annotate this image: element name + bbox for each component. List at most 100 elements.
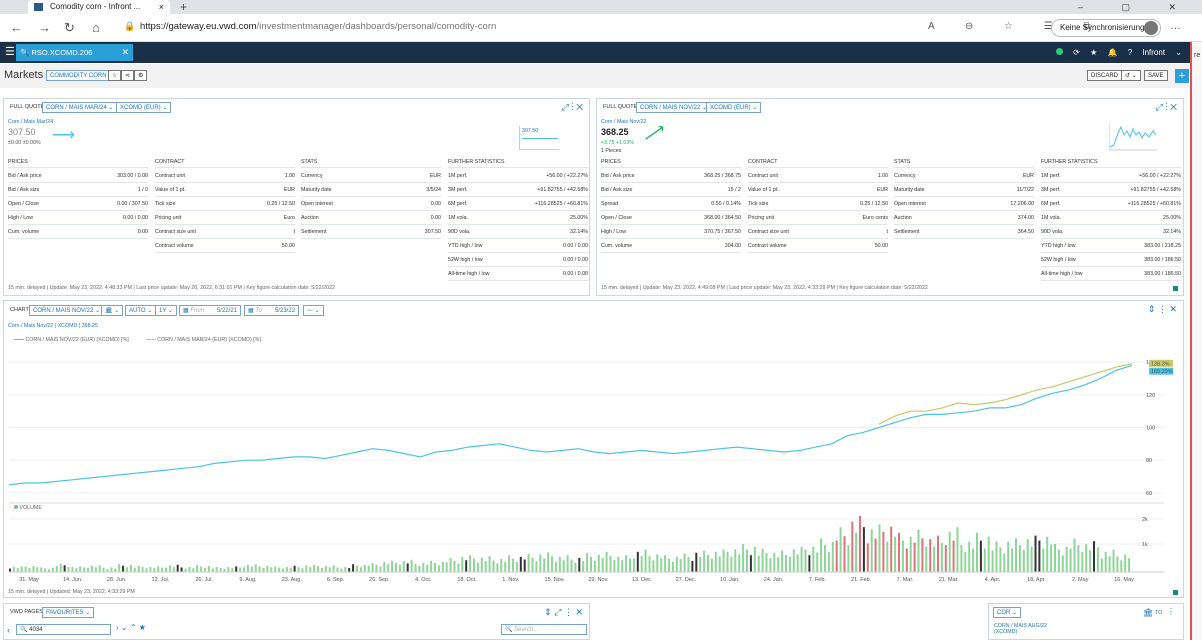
volume-bar <box>106 569 109 572</box>
volume-bar <box>465 560 468 572</box>
scale-select[interactable]: AUTO ⌄ <box>125 305 157 316</box>
volume-bar <box>999 547 1002 572</box>
period-select[interactable]: 1Y ⌄ <box>155 305 177 316</box>
menu-icon[interactable]: ☰ <box>5 46 15 58</box>
volume-bar <box>1112 549 1115 572</box>
text-search-input[interactable]: 🔍 Search... <box>501 624 587 635</box>
instrument-select[interactable]: COR ⌄ <box>993 607 1022 618</box>
instrument-select[interactable]: CORN / MAIS NOV/22 ⌄ <box>636 102 712 113</box>
prices-label: Open / Close <box>601 215 632 221</box>
x-tick-label: 20. Sep. <box>369 577 390 583</box>
star-icon[interactable]: ★ <box>1090 48 1098 57</box>
volume-bar <box>593 560 596 572</box>
settings-icon[interactable]: ⚙ <box>134 70 148 81</box>
volume-bar <box>157 566 160 572</box>
prices-title: PRICES <box>8 159 28 165</box>
lock-icon[interactable]: 🔒 <box>124 21 136 31</box>
more-vertical-icon: ⋮ <box>1157 304 1167 314</box>
further-statistics-value: 383.00 / 186.50 <box>1144 257 1181 263</box>
full-quote-panel-right: FULL QUOTE CORN / MAIS NOV/22 ⌄ XCOMD (E… <box>596 98 1184 296</box>
commodity-select[interactable]: COMMODITY CORN ⌄ <box>46 70 118 81</box>
volume-bar <box>734 549 737 572</box>
chart-type-select[interactable]: 🏛 ⌄ <box>101 305 124 316</box>
chevron-left-icon[interactable]: ‹ <box>7 625 10 635</box>
panel-label: FULL QUOTE <box>603 104 638 110</box>
volume-bar <box>122 565 125 572</box>
volume-bar <box>410 559 413 572</box>
exchange-select[interactable]: XCOMD (EUR) ⌄ <box>706 102 762 113</box>
indicator-select[interactable]: ⁓ ⌄ <box>303 305 324 316</box>
new-tab-button[interactable]: + <box>180 0 188 14</box>
help-icon[interactable]: ? <box>1127 48 1133 57</box>
volume-bar <box>730 556 733 572</box>
chevron-down-icon[interactable]: ⌄ <box>1175 48 1182 57</box>
page-search-input[interactable]: 🔍 4034 <box>16 624 111 635</box>
volume-bar <box>812 546 815 572</box>
search-icon: 🔍 <box>505 627 513 633</box>
instrument-select[interactable]: CORN / MAIS NOV/22 ⌄ <box>29 305 105 316</box>
volume-bar <box>254 564 257 572</box>
forward-icon[interactable]: → <box>38 20 51 35</box>
volume-bar <box>102 568 105 572</box>
to-date-input[interactable]: ▦ To 5/23/22 <box>244 305 299 316</box>
volume-bar <box>625 555 628 572</box>
drag-icon: ⇕ <box>1147 304 1156 314</box>
x-tick-label: 12. Jul. <box>152 577 170 583</box>
calendar-icon: ▦ <box>248 308 254 314</box>
save-button[interactable]: SAVE <box>1144 70 1168 81</box>
volume-bar <box>859 516 861 572</box>
refresh-icon[interactable]: ↻ <box>64 20 75 35</box>
resize-handle-icon[interactable] <box>1173 286 1178 291</box>
close-tab-icon[interactable]: × <box>158 2 164 12</box>
share-icon[interactable]: ⋖ <box>121 70 135 81</box>
volume-bar <box>995 541 998 572</box>
stats-label: Settlement <box>301 229 327 235</box>
back-icon[interactable]: ← <box>10 20 23 35</box>
panel-actions[interactable]: ⇕ ⋮ ✕ <box>1148 304 1177 315</box>
clear-search-icon[interactable]: ✕ <box>121 47 129 57</box>
sync-icon[interactable]: ⟳ <box>1073 48 1080 57</box>
more-vertical-icon[interactable]: ⋮ <box>1167 607 1175 616</box>
volume-bar <box>83 567 86 572</box>
more-icon[interactable]: … <box>1170 20 1181 32</box>
volume-bar <box>773 552 776 572</box>
sync-button[interactable]: Keine Synchronisierung <box>1051 19 1161 37</box>
page-nav-icons[interactable]: › ⌄ ⌃ ★ <box>116 623 146 632</box>
from-date-input[interactable]: ▦ From 5/22/21 <box>179 305 241 316</box>
x-tick-label: 4. Apr. <box>985 577 1001 583</box>
volume-bar <box>110 567 113 572</box>
history-icon[interactable]: ↺ ⌄ <box>1121 70 1141 81</box>
add-widget-button[interactable]: + <box>1175 69 1189 83</box>
stats-label: Open interest <box>301 201 333 207</box>
volume-bar <box>200 566 203 572</box>
browser-tab[interactable]: Comodity corn - Infront ... × <box>28 0 170 14</box>
alert-icon[interactable]: 🔔 <box>1107 48 1118 57</box>
discard-button[interactable]: DISCARD <box>1087 70 1123 81</box>
volume-bar <box>1096 547 1099 572</box>
stats-label: Auction <box>301 215 319 221</box>
window-controls[interactable]: – ▢ ✕ <box>1077 2 1194 12</box>
exchange-select[interactable]: XCOMD (EUR) ⌄ <box>116 102 172 113</box>
panel-actions[interactable]: ⤢ ⋮ ✕ <box>562 102 583 113</box>
home-icon[interactable]: ⌂ <box>92 20 100 35</box>
volume-bar <box>395 563 397 572</box>
panel-actions[interactable]: ⤢ ⋮ ✕ <box>1156 102 1177 113</box>
instrument-search-input[interactable]: 🔍 RSO.XCOMD.206 ✕ <box>16 44 133 61</box>
volume-bar <box>621 560 624 572</box>
search-icon: 🔍 <box>20 48 30 57</box>
url-field[interactable]: https://gateway.eu.vwd.com/investmentman… <box>140 21 497 32</box>
volume-bar <box>356 565 358 572</box>
volume-bar <box>274 566 277 572</box>
instrument-select[interactable]: CORN / MAIS MAR/24 ⌄ <box>42 102 118 113</box>
resize-handle-icon[interactable] <box>1173 590 1178 595</box>
favourite-icon[interactable]: ☆ <box>108 70 122 81</box>
favourites-select[interactable]: FAVOURITES ⌄ <box>42 607 95 618</box>
panel-actions[interactable]: ⇕ ⤢ ⋮ ✕ <box>544 607 583 618</box>
volume-bar <box>796 554 799 572</box>
prices-label: High / Low <box>601 229 627 235</box>
bank-icon[interactable]: 🏛 <box>1143 608 1154 617</box>
volume-bar <box>632 558 635 572</box>
browser-toolbar-icons[interactable]: A ⊖ ☆ ☰ ⧉ <box>928 21 1105 32</box>
volume-bar <box>566 555 569 572</box>
